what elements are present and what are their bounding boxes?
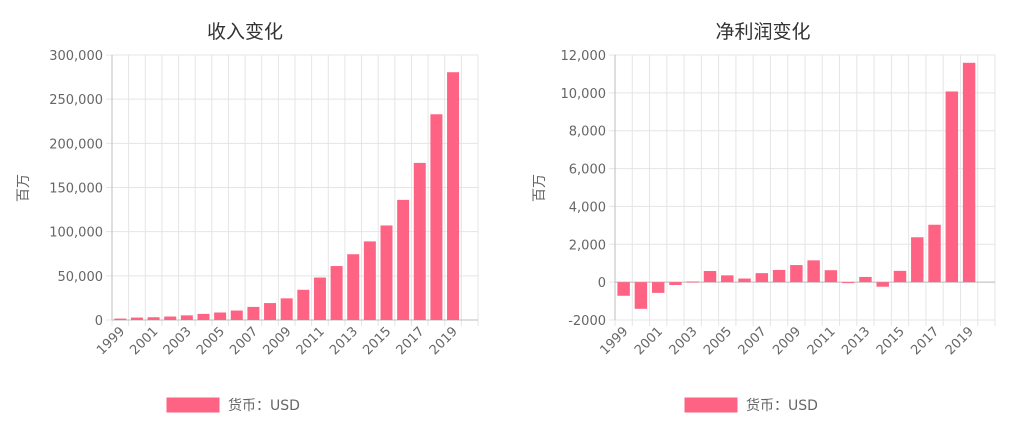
bar-2016[interactable]: [397, 199, 410, 320]
bar-2009[interactable]: [280, 298, 293, 320]
y-tick-label: 250,000: [49, 93, 103, 108]
bar-2005[interactable]: [721, 275, 734, 283]
bar-2004[interactable]: [703, 271, 717, 283]
x-tick-label: 1999: [94, 324, 128, 358]
bar-2001[interactable]: [147, 317, 160, 320]
bar-2019[interactable]: [447, 72, 460, 320]
bar-2004[interactable]: [197, 313, 210, 320]
x-tick-label: 2015: [360, 324, 394, 358]
bar-2005[interactable]: [214, 312, 227, 320]
bar-2002[interactable]: [669, 282, 682, 285]
chart-title: 净利润变化: [715, 21, 810, 43]
y-tick-label: 150,000: [49, 182, 103, 197]
bar-2011[interactable]: [313, 277, 326, 320]
y-tick-label: 100,000: [49, 226, 103, 241]
x-tick-label: 2001: [127, 324, 161, 358]
legend-label[interactable]: 货币：USD: [228, 397, 300, 414]
y-axis-label: 百万: [532, 174, 548, 202]
x-tick-label: 2015: [874, 324, 908, 358]
bar-2010[interactable]: [807, 260, 820, 283]
bar-2008[interactable]: [772, 269, 786, 283]
x-tick-label: 2011: [294, 324, 328, 358]
bar-2017[interactable]: [928, 224, 941, 283]
bar-2009[interactable]: [790, 265, 803, 283]
legend-swatch[interactable]: [683, 396, 739, 414]
x-tick-label: 1999: [597, 324, 631, 358]
bar-2001[interactable]: [651, 282, 665, 293]
bar-2014[interactable]: [363, 241, 376, 320]
x-tick-label: 2007: [227, 324, 261, 358]
bar-2018[interactable]: [945, 91, 959, 283]
bar-2002[interactable]: [164, 316, 177, 320]
legend-label[interactable]: 货币：USD: [746, 397, 818, 414]
x-tick-label: 2013: [839, 324, 873, 358]
x-tick-label: 2003: [161, 324, 195, 358]
bar-2008[interactable]: [264, 303, 277, 320]
y-axis-label: 百万: [16, 174, 32, 202]
bar-2007[interactable]: [755, 273, 769, 283]
bar-2018[interactable]: [430, 114, 443, 320]
x-tick-label: 2005: [194, 324, 228, 358]
y-tick-label: 4,000: [569, 200, 606, 215]
bar-2011[interactable]: [824, 270, 838, 283]
bar-1999[interactable]: [617, 282, 630, 296]
y-tick-label: 10,000: [561, 87, 607, 102]
bar-2012[interactable]: [330, 266, 343, 320]
x-tick-label: 2001: [632, 324, 666, 358]
x-tick-label: 2019: [943, 324, 977, 358]
y-tick-label: 6,000: [569, 163, 606, 178]
bar-2000[interactable]: [634, 282, 648, 309]
bar-2014[interactable]: [876, 282, 889, 287]
x-tick-label: 2019: [427, 324, 461, 358]
bar-2017[interactable]: [413, 162, 426, 320]
bar-1999[interactable]: [114, 318, 127, 320]
y-tick-label: 200,000: [49, 137, 103, 152]
bar-2015[interactable]: [893, 270, 907, 283]
x-tick-label: 2009: [770, 324, 804, 358]
bar-2003[interactable]: [686, 281, 699, 283]
x-tick-label: 2011: [805, 324, 839, 358]
x-tick-label: 2009: [261, 324, 295, 358]
x-tick-label: 2017: [394, 324, 428, 358]
x-tick-label: 2005: [701, 324, 735, 358]
bar-2019[interactable]: [962, 62, 976, 283]
y-tick-label: 2,000: [569, 238, 606, 253]
chart-2: -2000 0 2,000 4,000 6,000 8,000 10,000 12,000 19…: [532, 21, 996, 414]
x-tick-label: 2003: [667, 324, 701, 358]
bar-2012[interactable]: [841, 282, 855, 284]
bar-2003[interactable]: [180, 315, 193, 320]
bar-2000[interactable]: [130, 317, 143, 320]
y-tick-label: 50,000: [58, 270, 104, 285]
bar-2010[interactable]: [297, 289, 310, 320]
y-tick-label: 300,000: [49, 49, 103, 64]
legend-swatch[interactable]: [165, 396, 221, 414]
bar-2006[interactable]: [230, 310, 243, 320]
x-tick-label: 2013: [327, 324, 361, 358]
x-tick-label: 2007: [736, 324, 770, 358]
bar-2007[interactable]: [247, 306, 260, 320]
y-tick-label: 12,000: [561, 49, 607, 64]
chart-1: 0 50,000 100,000 150,000 200,000 250,000 300,0…: [16, 21, 479, 414]
y-tick-label: 0: [95, 314, 103, 329]
bar-2013[interactable]: [859, 276, 872, 283]
bar-2015[interactable]: [380, 225, 393, 320]
x-tick-label: 2017: [908, 324, 942, 358]
y-tick-label: 8,000: [569, 125, 606, 140]
chart-title: 收入变化: [207, 21, 283, 43]
y-tick-label: 0: [598, 276, 606, 291]
bar-2006[interactable]: [738, 278, 751, 283]
bar-2013[interactable]: [347, 254, 360, 320]
bar-2016[interactable]: [911, 237, 924, 283]
y-tick-label: -2000: [568, 314, 606, 329]
